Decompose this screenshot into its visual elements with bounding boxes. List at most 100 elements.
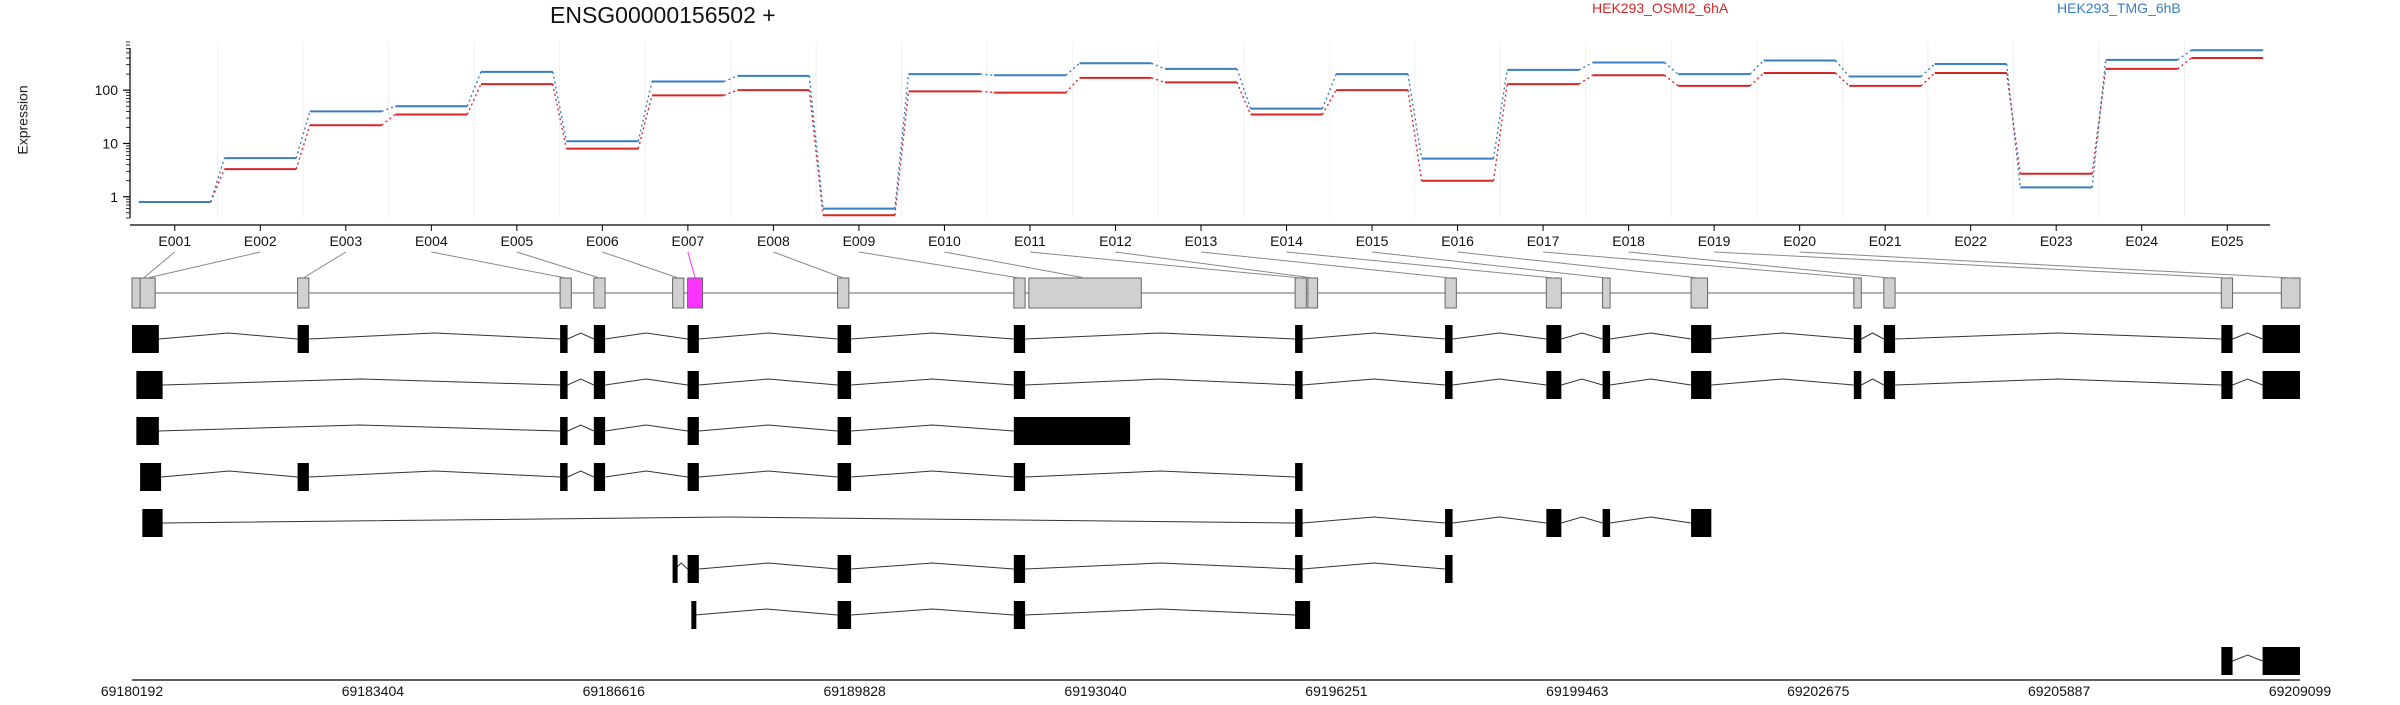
transcript-exon	[837, 555, 852, 583]
intron-line	[851, 424, 1014, 432]
genomic-tick-label: 69209099	[2269, 683, 2332, 699]
x-tick-label: E010	[928, 233, 961, 249]
exon-connector	[1799, 251, 2291, 279]
series-connector	[808, 75, 824, 209]
x-tick-label: E005	[500, 233, 533, 249]
x-tick-label: E002	[244, 233, 277, 249]
transcript-5	[672, 555, 1453, 583]
intron-line	[698, 562, 838, 570]
genomic-tick-label: 69196251	[1305, 683, 1368, 699]
x-tick-label: E016	[1441, 233, 1474, 249]
exon-box	[1883, 277, 1896, 309]
exon-connector	[1714, 251, 2227, 279]
exon-box	[1013, 277, 1026, 309]
transcript-exon	[1602, 509, 1611, 537]
transcript-exon	[297, 325, 309, 353]
intron-line	[1561, 332, 1603, 340]
transcript-exon	[1013, 555, 1026, 583]
exon-connector	[147, 251, 261, 279]
series-connector	[1407, 73, 1423, 159]
transcript-exon	[142, 509, 163, 537]
transcript-exon	[1013, 601, 1026, 629]
transcript-exon	[1295, 601, 1311, 629]
intron-line	[605, 378, 688, 386]
exon-box	[1294, 277, 1307, 309]
transcript-exon	[1853, 325, 1862, 353]
exon-connector	[1200, 251, 1451, 279]
x-tick-label: E004	[415, 233, 448, 249]
transcript-exon	[1013, 417, 1131, 445]
exon-box	[2280, 277, 2301, 309]
exon-connector	[431, 251, 566, 279]
genomic-tick-label: 69205887	[2028, 683, 2091, 699]
intron-line	[162, 516, 1296, 524]
series-connector	[1236, 82, 1252, 115]
y-axis-label-wrap: Expression	[10, 85, 34, 154]
series-connector	[1920, 72, 1936, 87]
transcript-exon	[1853, 371, 1862, 399]
transcript-exon	[837, 601, 852, 629]
exon-box	[1853, 277, 1862, 309]
transcript-exon	[136, 417, 159, 445]
intron-line	[851, 332, 1014, 340]
x-tick-label: E003	[329, 233, 362, 249]
intron-line	[698, 470, 838, 478]
transcript-exon	[1691, 509, 1712, 537]
exon-box	[559, 277, 572, 309]
x-tick-label: E024	[2125, 233, 2158, 249]
transcript-exon	[593, 463, 606, 491]
series-connector	[295, 111, 311, 159]
series-connector	[980, 90, 995, 94]
exon-connector	[1628, 251, 1890, 279]
exon-connector	[687, 251, 696, 279]
intron-line	[1711, 378, 1854, 386]
transcript-exon	[1295, 371, 1303, 399]
series-connector	[466, 83, 482, 115]
transcript-exon	[1013, 325, 1026, 353]
transcript-exon	[2221, 371, 2233, 399]
series-connector	[1835, 72, 1850, 87]
intron-line	[698, 332, 838, 340]
intron-line	[1452, 516, 1547, 524]
legend-series-a: HEK293_OSMI2_6hA	[1592, 0, 1729, 16]
intron-line	[567, 470, 595, 478]
transcript-exon	[837, 417, 852, 445]
exon-connector	[1286, 251, 1554, 279]
transcript-exon	[593, 371, 606, 399]
exon-connector	[773, 251, 844, 279]
exon-box	[687, 277, 704, 309]
x-tick-label: E017	[1527, 233, 1560, 249]
series-connector	[1835, 60, 1850, 77]
x-tick-label: E014	[1270, 233, 1303, 249]
x-tick-label: E018	[1612, 233, 1645, 249]
intron-line	[1025, 378, 1296, 386]
transcript-exon	[1883, 371, 1896, 399]
transcript-exon	[560, 371, 568, 399]
transcript-exon	[1883, 325, 1896, 353]
exon-box	[1307, 277, 1319, 309]
transcript-exon	[1295, 325, 1303, 353]
genomic-tick-label: 69202675	[1787, 683, 1850, 699]
x-tick-label: E006	[586, 233, 619, 249]
transcript-2	[136, 417, 1131, 445]
transcript-exon	[1546, 509, 1562, 537]
intron-line	[851, 470, 1014, 478]
intron-line	[1561, 516, 1603, 524]
transcript-exon	[837, 325, 852, 353]
series-connector	[2091, 59, 2107, 188]
transcript-exon	[2262, 371, 2300, 399]
intron-line	[308, 332, 561, 340]
transcript-exon	[2221, 647, 2233, 675]
x-tick-label: E001	[158, 233, 191, 249]
x-tick-label: E013	[1185, 233, 1218, 249]
transcript-exon	[593, 417, 606, 445]
transcript-exon	[1546, 325, 1562, 353]
intron-line	[1302, 562, 1446, 570]
transcript-exon	[297, 463, 309, 491]
x-tick-label: E023	[2040, 233, 2073, 249]
intron-line	[2232, 332, 2263, 340]
transcript-3	[140, 463, 1303, 491]
intron-line	[1610, 516, 1692, 524]
series-connector	[808, 90, 824, 216]
